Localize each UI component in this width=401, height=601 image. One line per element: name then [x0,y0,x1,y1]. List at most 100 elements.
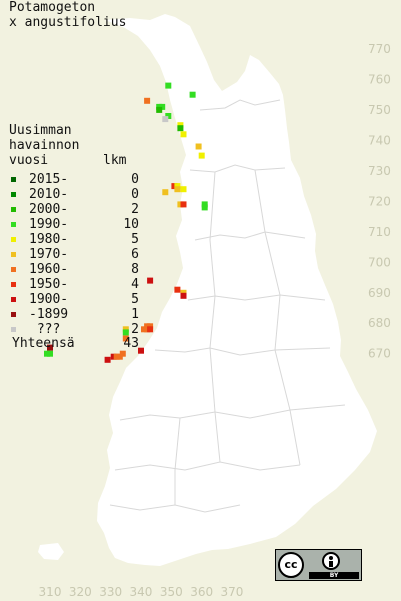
legend-row: 2000- 2 [9,202,149,217]
observation-marker [180,186,187,193]
x-tick-label: 330 [99,585,122,599]
x-axis-ticks: 310 320 330 340 350 360 370 [39,585,244,599]
legend-row: 2015- 0 [9,172,149,187]
observation-marker [177,125,184,132]
legend-label: 2000- [29,202,69,217]
observation-marker [147,326,154,333]
x-tick-label: 310 [39,585,62,599]
legend-count: 6 [131,247,139,262]
legend-row: -1899 1 [9,307,149,322]
legend-label: 2010- [29,187,69,202]
y-tick-label: 730 [368,164,391,178]
y-tick-label: 670 [368,347,391,361]
observation-marker [198,152,205,159]
total-count: 43 [123,336,139,351]
legend-row: 1990- 10 [9,217,149,232]
legend-row: 1950- 4 [9,277,149,292]
legend-count: 4 [131,277,139,292]
legend-row: 1980- 5 [9,232,149,247]
legend-swatch [11,207,16,212]
y-tick-label: 740 [368,133,391,147]
observation-marker [47,350,53,357]
legend-row: 2010- 0 [9,187,149,202]
y-tick-label: 760 [368,72,391,86]
legend-swatch [11,192,16,197]
observation-marker [201,204,208,211]
attribution-icon [322,552,340,570]
cc-icon: cc [278,552,304,578]
observation-marker [122,329,129,336]
legend-swatch [11,237,16,242]
observation-marker [122,326,129,333]
observation-marker [180,201,187,208]
legend-label: 1980- [29,232,69,247]
y-tick-label: 750 [368,103,391,117]
species-title-line1: Potamogeton [9,0,96,15]
legend-count-header: lkm [103,153,127,168]
observation-marker [116,353,123,360]
legend-swatch [11,267,16,272]
finland-outline [97,14,377,566]
legend-swatch [11,177,16,182]
x-tick-label: 340 [130,585,153,599]
observation-marker [113,353,120,360]
y-axis-ticks: 770 760 750 740 730 720 710 700 690 680 670 [368,42,391,361]
legend-swatch [11,282,16,287]
legend-count: 0 [131,172,139,187]
legend-label: -1899 [29,307,69,322]
legend-count: 5 [131,232,139,247]
legend-swatch [11,222,16,227]
observation-marker [174,186,181,193]
observation-marker [162,189,169,196]
observation-marker [180,131,187,138]
legend-label: 1950- [29,277,69,292]
observation-marker [47,344,53,351]
x-tick-label: 370 [221,585,244,599]
legend-swatch [11,297,16,302]
observation-marker [162,116,169,123]
observation-marker [174,183,181,190]
observation-marker [144,97,151,104]
y-tick-label: 720 [368,194,391,208]
x-tick-label: 320 [69,585,92,599]
observation-marker [174,286,181,293]
observation-marker [189,91,196,98]
legend-row: 1970- 6 [9,247,149,262]
legend-count: 1 [131,307,139,322]
legend-count: 10 [123,217,139,232]
legend-label: 1970- [29,247,69,262]
legend-label: 2015- [29,172,69,187]
x-tick-label: 360 [190,585,213,599]
observation-marker [195,143,202,150]
observation-marker [165,113,172,119]
observation-marker [177,201,184,208]
observation-marker [180,292,187,299]
legend-count: 8 [131,262,139,277]
observation-marker [147,277,154,284]
observation-markers [44,82,208,363]
observation-marker [122,335,129,342]
y-tick-label: 700 [368,255,391,269]
legend-label: 1990- [29,217,69,232]
legend-row: 1960- 8 [9,262,149,277]
y-tick-label: 710 [368,225,391,239]
legend-heading-2: havainnon [9,138,80,153]
observation-marker [141,326,147,333]
legend-swatch [11,312,16,317]
aland-islands [38,543,64,560]
total-label: Yhteensä [12,336,75,351]
observation-marker [104,356,111,363]
legend-row: ??? 2 [9,322,149,337]
by-label: BY [309,572,359,579]
legend-row: 1900- 5 [9,292,149,307]
legend-count: 0 [131,187,139,202]
legend-heading-1: Uusimman [9,123,72,138]
x-tick-label: 350 [160,585,183,599]
legend-swatch [11,327,16,332]
y-tick-label: 770 [368,42,391,56]
legend-label: 1900- [29,292,69,307]
observation-marker [138,347,144,354]
legend-label: ??? [29,322,61,337]
